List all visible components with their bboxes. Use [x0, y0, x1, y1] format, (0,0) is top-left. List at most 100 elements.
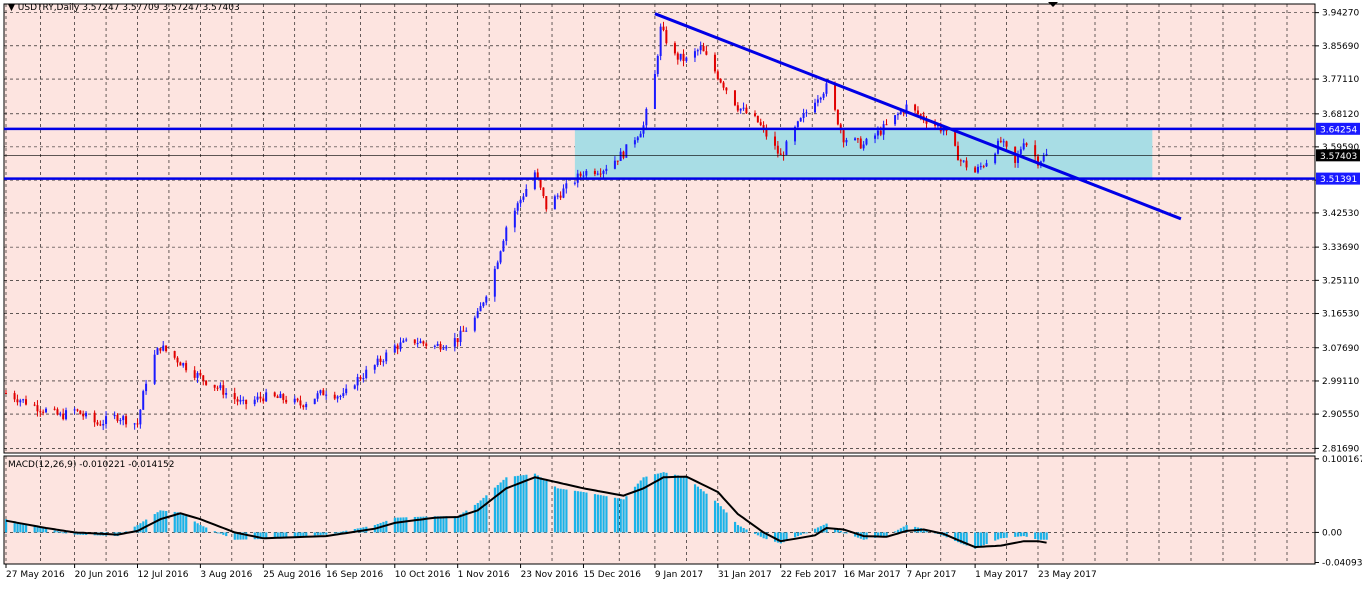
macd-bar: [139, 523, 142, 533]
macd-bar: [42, 528, 45, 533]
candle-body: [205, 380, 208, 385]
macd-bar: [19, 522, 22, 533]
macd-bar: [453, 516, 457, 533]
macd-bar: [193, 521, 196, 533]
candle-body: [1037, 156, 1039, 166]
candle-body: [196, 372, 199, 378]
macd-bar: [1034, 532, 1037, 540]
macd-bar: [1016, 532, 1020, 537]
candle-body: [396, 345, 399, 350]
candle-body: [839, 124, 842, 131]
x-tick-label: 7 Apr 2017: [906, 570, 956, 580]
macd-bar: [519, 475, 522, 533]
price-label-box: [1316, 172, 1360, 185]
macd-bar: [176, 512, 179, 533]
macd-bar: [339, 531, 342, 533]
candle-body: [479, 306, 482, 312]
candle-body: [834, 83, 837, 110]
candle-body: [139, 409, 142, 425]
candle-body: [105, 416, 108, 424]
candle-body: [759, 122, 762, 126]
macd-bar: [645, 476, 648, 533]
macd-bar: [199, 525, 202, 533]
macd-bar: [905, 525, 908, 533]
macd-bar: [845, 532, 848, 534]
dropdown-arrow-icon[interactable]: ▼: [8, 3, 15, 13]
candle-body: [156, 348, 159, 355]
macd-bar: [699, 488, 702, 533]
candle-body: [13, 393, 16, 400]
candle-body: [322, 390, 325, 396]
candle-body: [496, 262, 499, 269]
y-tick-label: 3.77110: [1322, 75, 1359, 85]
macd-bar: [239, 532, 242, 540]
macd-bar: [579, 491, 582, 533]
x-tick-label: 16 Mar 2017: [844, 570, 901, 580]
candle-body: [462, 330, 465, 332]
macd-bar: [419, 516, 422, 533]
macd-signal-line: [5, 475, 1047, 549]
candle-body: [119, 420, 122, 422]
candle-body: [176, 357, 179, 363]
macd-bar: [745, 529, 748, 533]
candle-body: [553, 196, 556, 210]
macd-bar: [273, 532, 276, 539]
macd-bar: [216, 532, 219, 534]
y-tick-label: 3.85690: [1322, 42, 1359, 52]
candle-body: [1016, 154, 1019, 163]
candle-body: [925, 120, 928, 124]
macd-bar: [279, 532, 282, 538]
candle-body: [442, 348, 445, 350]
candle-body: [439, 344, 442, 350]
candle-body: [1045, 153, 1048, 156]
candle-body: [319, 390, 322, 394]
macd-bar: [416, 516, 419, 533]
macd-bar: [265, 532, 268, 539]
macd-bar: [799, 532, 802, 535]
collapse-arrow-icon[interactable]: [1048, 2, 1058, 7]
candle-body: [819, 97, 822, 100]
candle-body: [513, 210, 516, 228]
macd-bars: [5, 472, 1048, 549]
candle-body: [582, 175, 585, 177]
candle-body: [345, 388, 348, 394]
candle-body: [739, 108, 742, 111]
candle-body: [682, 53, 685, 61]
macd-bar: [673, 474, 677, 533]
candle-body: [536, 172, 539, 179]
macd-bar: [994, 532, 997, 541]
macd-bar: [559, 488, 562, 533]
candle-body: [596, 173, 599, 175]
macd-bar: [705, 493, 708, 533]
macd-bar: [59, 531, 62, 533]
macd-bar: [736, 525, 740, 533]
macd-bar: [533, 473, 537, 533]
candle-body: [239, 399, 242, 402]
macd-bar: [765, 532, 768, 540]
candle-body: [316, 393, 319, 399]
candle-body: [916, 110, 919, 115]
candle-body: [934, 123, 937, 126]
macd-bar: [636, 483, 639, 533]
macd-bar: [659, 472, 662, 533]
candle-body: [945, 130, 948, 132]
candle-body: [145, 383, 148, 392]
candle-body: [825, 83, 828, 94]
macd-bar: [396, 517, 399, 533]
candle-body: [653, 74, 656, 109]
candle-body: [633, 140, 636, 145]
candle-body: [96, 422, 99, 425]
candle-body: [1002, 141, 1005, 143]
price-label: 3.51391: [1320, 175, 1357, 185]
macd-bar: [782, 532, 785, 543]
macd-bar: [776, 532, 780, 543]
macd-bar: [1037, 532, 1040, 540]
candle-body: [1025, 143, 1028, 146]
macd-bar: [485, 495, 488, 533]
candle-body: [213, 384, 216, 388]
candle-body: [854, 138, 857, 141]
macd-bar: [814, 528, 817, 533]
macd-bar: [716, 503, 720, 533]
macd-bar: [593, 494, 597, 533]
candle-body: [276, 396, 279, 398]
